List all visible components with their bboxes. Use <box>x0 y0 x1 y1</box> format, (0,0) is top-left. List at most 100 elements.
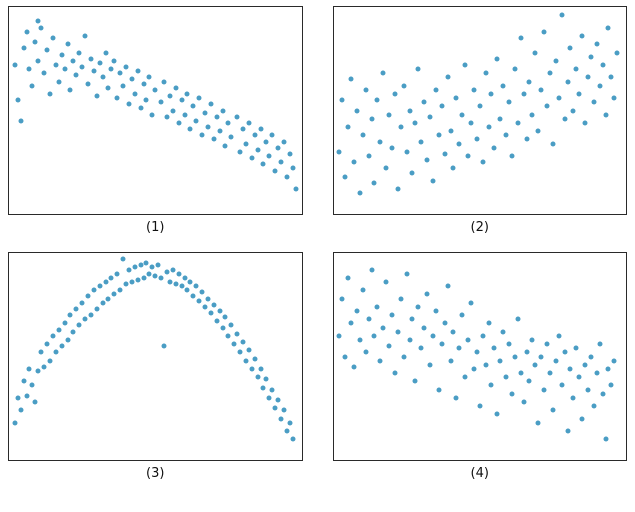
scatter-point <box>196 95 202 101</box>
scatter-point <box>483 70 489 76</box>
scatter-point <box>597 83 603 89</box>
scatter-point <box>369 267 375 273</box>
scatter-point <box>82 316 88 322</box>
scatter-point <box>442 320 448 326</box>
scatter-point <box>436 132 442 138</box>
scatter-point <box>120 83 126 89</box>
scatter-point <box>380 325 386 331</box>
scatter-point <box>50 35 56 41</box>
scatter-point <box>59 343 65 349</box>
scatter-point <box>430 178 436 184</box>
scatter-point <box>524 349 530 355</box>
scatter-point <box>611 95 617 101</box>
scatter-point <box>190 293 196 299</box>
scatter-point <box>167 93 173 99</box>
scatter-point <box>82 33 88 39</box>
scatter-point <box>439 103 445 109</box>
scatter-point <box>453 395 459 401</box>
scatter-point <box>430 333 436 339</box>
scatter-point <box>336 149 342 155</box>
scatter-point <box>138 105 144 111</box>
scatter-point <box>407 108 413 113</box>
scatter-point <box>135 68 141 74</box>
scatter-point <box>418 345 424 351</box>
scatter-point <box>535 128 541 134</box>
scatter-point <box>518 35 524 41</box>
scatter-point <box>404 271 410 277</box>
scatter-point <box>126 267 132 273</box>
scatter-point <box>114 95 120 101</box>
scatter-point <box>532 362 538 368</box>
plot-caption-4: (4) <box>470 466 489 481</box>
scatter-point <box>152 87 158 93</box>
scatter-point <box>573 345 579 351</box>
scatter-point <box>249 366 255 372</box>
scatter-point <box>412 120 418 126</box>
scatter-point <box>377 358 383 364</box>
scatter-point <box>526 79 532 85</box>
scatter-point <box>538 354 544 359</box>
scatter-point <box>579 416 585 422</box>
scatter-point <box>111 58 117 64</box>
scatter-point <box>176 271 182 277</box>
scatter-point <box>237 149 243 155</box>
scatter-point <box>342 174 348 180</box>
scatter-point <box>518 370 524 376</box>
scatter-point <box>366 153 372 159</box>
scatter-point <box>205 124 211 130</box>
scatter-point <box>44 47 50 53</box>
scatter-point <box>53 62 59 68</box>
scatter-point <box>214 114 220 120</box>
scatter-point <box>187 279 193 285</box>
scatter-point <box>439 341 445 347</box>
plot-caption-2: (2) <box>470 220 489 235</box>
scatter-point <box>100 74 106 80</box>
scatter-point <box>193 118 199 124</box>
scatter-point <box>562 349 568 355</box>
scatter-point <box>474 349 480 355</box>
scatter-point <box>173 85 179 91</box>
scatter-point <box>202 304 208 310</box>
scatter-point <box>67 87 73 93</box>
scatter-point <box>363 349 369 355</box>
scatter-point <box>129 76 135 82</box>
scatter-cell-3: (3) <box>8 252 303 490</box>
scatter-point <box>547 70 553 76</box>
scatter-point <box>21 378 27 384</box>
scatter-point <box>266 153 272 159</box>
scatter-point <box>506 341 512 347</box>
scatter-point <box>565 79 570 85</box>
scatter-point <box>94 306 100 312</box>
scatter-point <box>526 378 532 384</box>
scatter-point <box>18 118 24 124</box>
scatter-point <box>421 99 427 105</box>
scatter-point <box>486 320 492 326</box>
scatter-point <box>509 391 515 397</box>
scatter-plot-4 <box>332 252 627 461</box>
scatter-point <box>348 76 354 82</box>
scatter-point <box>445 74 451 80</box>
scatter-point <box>184 91 190 97</box>
scatter-point <box>491 345 497 351</box>
scatter-point <box>108 66 114 72</box>
scatter-point <box>360 287 366 293</box>
scatter-point <box>284 174 290 180</box>
scatter-point <box>366 316 372 322</box>
scatter-point <box>62 66 68 72</box>
scatter-point <box>392 370 398 376</box>
scatter-point <box>85 81 91 87</box>
scatter-point <box>512 354 518 359</box>
scatter-point <box>258 126 264 132</box>
scatter-point <box>389 312 395 318</box>
scatter-point <box>249 155 255 161</box>
scatter-point <box>56 327 62 333</box>
scatter-point <box>269 387 275 393</box>
scatter-point <box>111 291 117 297</box>
scatter-point <box>585 387 591 393</box>
scatter-point <box>117 287 123 293</box>
scatter-point <box>220 325 226 331</box>
scatter-point <box>524 136 530 142</box>
scatter-point <box>550 141 556 147</box>
scatter-point <box>582 362 588 368</box>
scatter-point <box>228 322 234 328</box>
